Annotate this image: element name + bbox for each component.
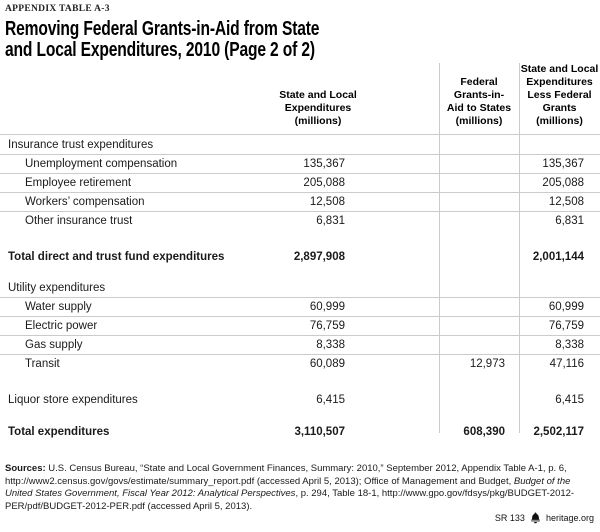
table-row: Employee retirement 205,088 205,088: [0, 174, 600, 193]
column-divider-line: [439, 63, 440, 433]
cell-state-local-expenditures: 205,088: [303, 177, 345, 189]
cell-expenditures-less-grants: 60,999: [548, 301, 584, 313]
row-label: Gas supply: [25, 339, 83, 351]
table-row: Liquor store expenditures 6,415 6,415: [0, 391, 600, 409]
column-divider-line: [519, 63, 520, 433]
cell-expenditures-less-grants: 12,508: [548, 196, 584, 208]
row-label: Employee retirement: [25, 177, 132, 189]
spacer-row: [0, 230, 600, 248]
cell-expenditures-less-grants: 135,367: [542, 158, 584, 170]
table-row: Water supply 60,999 60,999: [0, 298, 600, 317]
table-row: Transit 60,089 12,973 47,116: [0, 355, 600, 373]
row-label: Total expenditures: [8, 426, 110, 438]
site-label: heritage.org: [545, 513, 594, 523]
row-label: Transit: [25, 358, 60, 370]
column-headers: State and Local Expenditures (millions) …: [0, 61, 600, 134]
table-row: Insurance trust expenditures: [0, 135, 600, 155]
table-eyebrow: APPENDIX TABLE A-3: [5, 4, 110, 14]
cell-expenditures-less-grants: 6,831: [555, 215, 584, 227]
row-label: Water supply: [25, 301, 92, 313]
cell-state-local-expenditures: 135,367: [303, 158, 345, 170]
cell-expenditures-less-grants: 205,088: [542, 177, 584, 189]
cell-state-local-expenditures: 6,831: [316, 215, 345, 227]
row-label: Utility expenditures: [8, 281, 106, 294]
column-header-state-local-expenditures: State and Local Expenditures (millions): [279, 89, 357, 127]
doc-id: SR 133: [494, 513, 525, 523]
cell-state-local-expenditures: 12,508: [309, 196, 345, 208]
table-row: Total direct and trust fund expenditures…: [0, 248, 600, 266]
table-row: Workers’ compensation 12,508 12,508: [0, 193, 600, 212]
cell-expenditures-less-grants: 76,759: [548, 320, 584, 332]
cell-state-local-expenditures: 6,415: [316, 394, 345, 406]
table-row: Other insurance trust 6,831 6,831: [0, 212, 600, 230]
sources-segment: , p. 294, Table 18-1, http://www.gpo.gov…: [5, 488, 575, 512]
table-row: Gas supply 8,338 8,338: [0, 336, 600, 355]
row-label: Workers’ compensation: [25, 196, 145, 208]
row-label: Other insurance trust: [25, 215, 133, 227]
table-row: Unemployment compensation 135,367 135,367: [0, 155, 600, 174]
liberty-bell-icon: [530, 512, 541, 524]
table-row: Utility expenditures: [0, 278, 600, 298]
cell-state-local-expenditures: 8,338: [316, 339, 345, 351]
cell-expenditures-less-grants: 2,502,117: [533, 426, 584, 438]
row-label: Insurance trust expenditures: [8, 138, 154, 151]
cell-expenditures-less-grants: 8,338: [555, 339, 584, 351]
cell-expenditures-less-grants: 6,415: [555, 394, 584, 406]
cell-federal-grants: 608,390: [463, 426, 505, 438]
spacer-row: [0, 266, 600, 278]
sources-segment: Budget of the United States Government, …: [5, 475, 571, 500]
row-label: Liquor store expenditures: [8, 394, 138, 406]
cell-state-local-expenditures: 76,759: [309, 320, 345, 332]
row-label: Unemployment compensation: [25, 158, 178, 170]
column-header-federal-grants-in-aid: Federal Grants-in- Aid to States (millio…: [446, 76, 512, 127]
sources-segment: Sources:: [5, 463, 49, 474]
sources-note: Sources: U.S. Census Bureau, “State and …: [5, 463, 596, 513]
table-row: Total expenditures 3,110,507 608,390 2,502,…: [0, 423, 600, 441]
page-title: Removing Federal Grants-in-Aid from Stat…: [5, 18, 320, 61]
cell-expenditures-less-grants: 2,001,144: [532, 251, 584, 263]
cell-state-local-expenditures: 3,110,507: [294, 426, 345, 438]
page-footer: SR 133 heritage.org: [495, 512, 594, 524]
cell-state-local-expenditures: 60,089: [309, 358, 345, 370]
cell-state-local-expenditures: 2,897,908: [293, 251, 345, 263]
spacer-row: [0, 373, 600, 391]
row-label: Total direct and trust fund expenditures: [8, 251, 225, 263]
cell-federal-grants: 12,973: [469, 358, 505, 370]
table-row: Electric power 76,759 76,759: [0, 317, 600, 336]
cell-expenditures-less-grants: 47,116: [549, 358, 584, 370]
cell-state-local-expenditures: 60,999: [309, 301, 345, 313]
column-header-expenditures-less-grants: State and Local Expenditures Less Federa…: [520, 63, 599, 127]
row-label: Electric power: [25, 320, 98, 332]
spacer-row: [0, 409, 600, 423]
expenditures-table: Insurance trust expenditures Unemployment…: [0, 134, 600, 441]
sources-segment: U.S. Census Bureau, “State and Local Gov…: [5, 463, 567, 487]
